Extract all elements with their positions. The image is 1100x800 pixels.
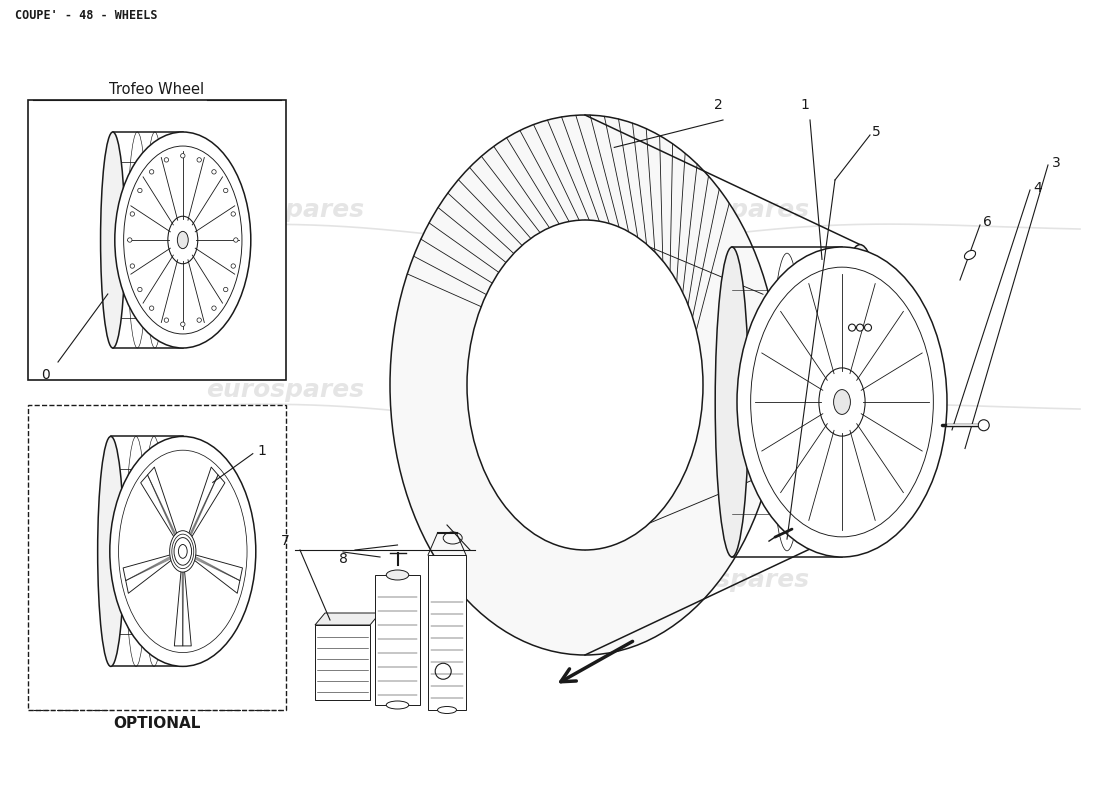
- Circle shape: [197, 318, 201, 322]
- Ellipse shape: [438, 706, 456, 714]
- Ellipse shape: [390, 115, 780, 655]
- Text: COUPE' - 48 - WHEELS: COUPE' - 48 - WHEELS: [15, 9, 157, 22]
- Polygon shape: [141, 467, 179, 543]
- Text: 3: 3: [1052, 156, 1060, 170]
- Ellipse shape: [715, 247, 749, 557]
- Text: 0: 0: [42, 368, 51, 382]
- Ellipse shape: [386, 570, 409, 580]
- Circle shape: [138, 287, 142, 292]
- Polygon shape: [315, 613, 379, 625]
- Circle shape: [212, 170, 217, 174]
- Circle shape: [857, 324, 864, 331]
- Circle shape: [223, 188, 228, 193]
- Text: eurospares: eurospares: [206, 378, 364, 402]
- Circle shape: [164, 158, 168, 162]
- Ellipse shape: [835, 245, 886, 526]
- Circle shape: [978, 420, 989, 430]
- Polygon shape: [189, 554, 242, 594]
- Text: OPTIONAL: OPTIONAL: [113, 716, 200, 731]
- Text: 8: 8: [339, 552, 348, 566]
- Circle shape: [150, 306, 154, 310]
- Ellipse shape: [98, 437, 124, 666]
- Circle shape: [164, 318, 168, 322]
- Circle shape: [865, 324, 871, 331]
- Text: 4: 4: [1033, 181, 1042, 195]
- Circle shape: [848, 324, 856, 331]
- Text: eurospares: eurospares: [651, 198, 810, 222]
- Circle shape: [223, 287, 228, 292]
- Text: eurospares: eurospares: [651, 568, 810, 592]
- Circle shape: [436, 663, 451, 679]
- Polygon shape: [186, 467, 224, 543]
- Ellipse shape: [386, 701, 409, 709]
- Text: 2: 2: [714, 98, 723, 112]
- Ellipse shape: [177, 231, 188, 249]
- Ellipse shape: [168, 216, 198, 264]
- Bar: [315, 625, 370, 700]
- Bar: [28, 405, 286, 710]
- Circle shape: [197, 158, 201, 162]
- Text: 7: 7: [282, 534, 290, 548]
- Ellipse shape: [114, 132, 251, 348]
- Ellipse shape: [169, 530, 196, 572]
- Ellipse shape: [965, 250, 976, 259]
- Ellipse shape: [838, 263, 881, 506]
- Polygon shape: [123, 554, 176, 594]
- Polygon shape: [174, 562, 191, 646]
- Bar: [375, 575, 420, 705]
- Text: 5: 5: [872, 125, 881, 139]
- Text: eurospares: eurospares: [206, 198, 364, 222]
- Bar: [28, 100, 286, 380]
- Text: 6: 6: [983, 215, 992, 229]
- Ellipse shape: [110, 437, 256, 666]
- Circle shape: [180, 154, 185, 158]
- Circle shape: [231, 212, 235, 216]
- Text: eurospares: eurospares: [651, 418, 810, 442]
- Ellipse shape: [468, 220, 703, 550]
- Circle shape: [212, 306, 217, 310]
- Text: 1: 1: [801, 98, 810, 112]
- Ellipse shape: [845, 294, 876, 476]
- Circle shape: [130, 264, 134, 268]
- Ellipse shape: [834, 390, 850, 414]
- Circle shape: [150, 170, 154, 174]
- Text: Trofeo Wheel: Trofeo Wheel: [109, 82, 205, 97]
- Circle shape: [128, 238, 132, 242]
- Text: 1: 1: [257, 444, 266, 458]
- Circle shape: [130, 212, 134, 216]
- Bar: [428, 555, 466, 710]
- Ellipse shape: [818, 368, 865, 436]
- Circle shape: [231, 264, 235, 268]
- Ellipse shape: [737, 247, 947, 557]
- Ellipse shape: [100, 132, 125, 348]
- Circle shape: [233, 238, 238, 242]
- Circle shape: [180, 322, 185, 326]
- Ellipse shape: [174, 538, 191, 565]
- Circle shape: [138, 188, 142, 193]
- Ellipse shape: [178, 545, 187, 558]
